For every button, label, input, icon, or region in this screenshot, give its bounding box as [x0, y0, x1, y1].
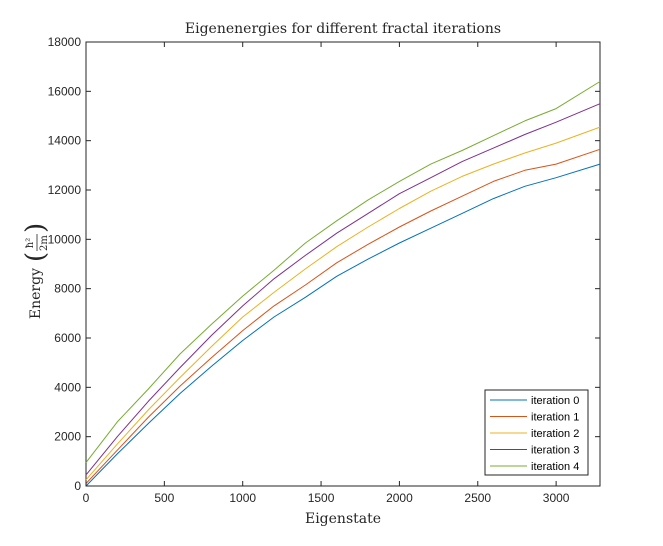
- legend-label: iteration 0: [531, 395, 579, 407]
- x-tick-label: 3000: [543, 491, 570, 505]
- legend-label: iteration 1: [531, 412, 579, 424]
- series-lines: [85, 81, 601, 487]
- x-tick-label: 500: [154, 491, 174, 505]
- y-tick-label: 10000: [48, 232, 82, 246]
- y-tick-label: 8000: [54, 282, 81, 296]
- y-axis: 0 2000 4000 6000 8000 10000 12000 14000 16000 180…: [48, 35, 600, 493]
- x-tick-label: 2000: [386, 491, 413, 505]
- x-axis: 0 500 1000 1500 2000 2500 3000: [83, 42, 570, 505]
- y-tick-label: 4000: [54, 380, 81, 394]
- y-axis-label-unit-denominator: 2m: [39, 235, 50, 251]
- x-tick-label: 1000: [229, 491, 256, 505]
- x-tick-label: 2500: [464, 491, 491, 505]
- y-tick-label: 6000: [54, 331, 81, 345]
- y-tick-label: 0: [74, 479, 81, 493]
- series-line-iteration-4: [85, 81, 601, 463]
- y-tick-label: 12000: [48, 183, 82, 197]
- y-axis-label-prefix: Energy: [28, 268, 44, 319]
- y-tick-label: 14000: [48, 134, 82, 148]
- y-axis-label-unit-numerator: ħ²: [25, 238, 36, 248]
- series-line-iteration-3: [85, 103, 601, 476]
- series-line-iteration-1: [85, 148, 601, 484]
- legend-label: iteration 2: [531, 428, 579, 440]
- legend-items: iteration 0 iteration 1 iteration 2 iterati…: [490, 395, 579, 473]
- y-axis-label-open-paren: (: [21, 252, 51, 262]
- y-tick-label: 18000: [48, 35, 82, 49]
- x-tick-label: 0: [83, 491, 90, 505]
- y-tick-label: 16000: [48, 84, 82, 98]
- y-tick-label: 2000: [54, 430, 81, 444]
- series-line-iteration-2: [85, 126, 601, 481]
- legend-label: iteration 4: [531, 461, 579, 473]
- chart-title: Eigenenergies for different fractal iter…: [185, 21, 501, 37]
- y-axis-label-close-paren: ): [21, 223, 51, 233]
- legend-label: iteration 3: [531, 445, 579, 457]
- x-tick-label: 1500: [308, 491, 335, 505]
- y-axis-label: Energy ( ħ² 2m ): [21, 223, 51, 319]
- series-line-iteration-0: [85, 163, 601, 487]
- legend: iteration 0 iteration 1 iteration 2 iterati…: [484, 389, 589, 476]
- x-axis-label: Eigenstate: [305, 511, 381, 527]
